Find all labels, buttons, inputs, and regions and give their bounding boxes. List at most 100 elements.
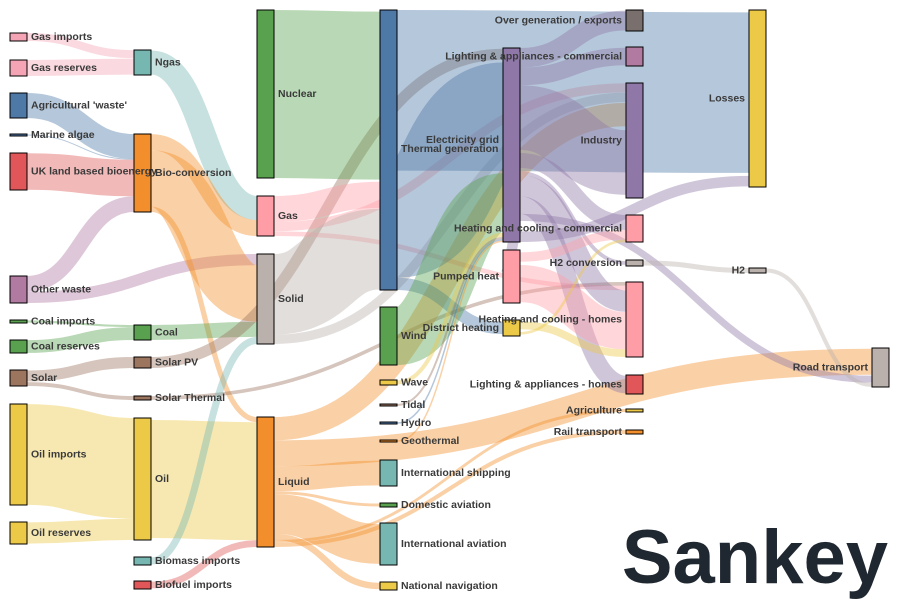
link-district_heating-heat_homes: [519, 321, 627, 358]
link-elec_grid-industry: [517, 85, 629, 195]
label-intl_aviation: International aviation: [401, 538, 507, 550]
link-liquid-rail: [273, 430, 627, 547]
link-liquid-intl_shipping: [273, 460, 381, 492]
label-losses: Losses: [709, 92, 745, 104]
link-uk_bio-bio_conv: [26, 153, 135, 197]
node-bio_conv: [133, 133, 152, 213]
label-biomass_imports: Biomass imports: [155, 555, 240, 567]
label-lighting_homes: Lighting & appliances - homes: [470, 378, 622, 390]
node-gas_imports: [9, 32, 28, 42]
link-gas-thermal_gen: [273, 181, 381, 223]
link-gas_reserves-ngas: [26, 58, 135, 76]
link-elec_grid-h2_conv: [519, 171, 627, 265]
node-liquid: [256, 416, 275, 548]
node-pumped_heat: [502, 249, 521, 304]
label-tidal: Tidal: [401, 399, 425, 411]
node-oil: [133, 417, 152, 541]
label-heat_homes: Heating and cooling - homes: [478, 313, 622, 325]
node-heat_comm: [625, 214, 644, 243]
label-agri_waste: Agricultural 'waste': [31, 99, 127, 111]
link-thermal_gen-elec_grid: [382, 62, 518, 278]
label-nuclear: Nuclear: [278, 88, 317, 100]
link-elec_grid-losses: [519, 175, 750, 243]
node-tidal: [379, 403, 398, 407]
label-hydro: Hydro: [401, 417, 431, 429]
link-pumped_heat-heat_comm: [519, 230, 627, 262]
node-industry: [625, 82, 644, 199]
label-oil: Oil: [155, 473, 169, 485]
link-other_waste-solid: [26, 254, 258, 303]
label-coal_reserves: Coal reserves: [31, 340, 100, 352]
node-losses: [748, 9, 767, 188]
node-wave: [379, 379, 398, 386]
link-coal-solid: [150, 321, 258, 340]
label-coal: Coal: [155, 326, 178, 338]
link-elec_grid-heat_homes: [518, 174, 628, 312]
link-coal_reserves-coal: [26, 327, 135, 353]
label-biofuel_imports: Biofuel imports: [155, 579, 232, 591]
link-other_waste-bio_conv: [26, 196, 135, 292]
link-solid-industry: [273, 92, 627, 345]
label-road: Road transport: [793, 361, 869, 373]
node-biomass_imports: [133, 556, 152, 566]
label-oil_imports: Oil imports: [31, 448, 87, 460]
link-coal_imports-coal: [26, 320, 135, 328]
label-gas: Gas: [278, 210, 298, 222]
label-geothermal: Geothermal: [401, 435, 459, 447]
link-tidal-elec_grid: [396, 236, 504, 406]
link-oil_reserves-oil: [26, 518, 135, 544]
label-wind: Wind: [401, 330, 427, 342]
node-over_gen: [625, 9, 644, 32]
node-biofuel_imports: [133, 580, 152, 590]
link-oil_imports-oil: [25, 404, 136, 519]
link-gas-heat_homes: [273, 231, 627, 291]
node-marine_algae: [9, 133, 28, 137]
node-gas: [256, 195, 275, 237]
node-h2_conv: [625, 259, 644, 267]
node-intl_aviation: [379, 522, 398, 566]
label-solar_pv: Solar PV: [155, 356, 198, 368]
node-coal_imports: [9, 319, 28, 324]
node-coal_reserves: [9, 339, 28, 354]
node-district_heating: [502, 319, 521, 337]
node-nuclear: [256, 9, 275, 179]
link-elec_grid-lighting_comm: [519, 47, 627, 86]
label-elec_grid: Electricity grid: [426, 134, 499, 146]
link-elec_grid-over_gen: [519, 10, 627, 68]
node-uk_bio: [9, 152, 28, 191]
link-solar-solar_thermal: [26, 382, 135, 400]
node-coal: [133, 324, 152, 341]
link-solid-thermal_gen: [271, 208, 383, 335]
label-rail: Rail transport: [554, 426, 623, 438]
label-solar_thermal: Solar Thermal: [155, 392, 225, 404]
link-bio_conv-gas: [150, 134, 258, 237]
node-road: [871, 347, 890, 388]
link-bio_conv-liquid: [150, 206, 258, 423]
chart-title: Sankey: [621, 515, 888, 600]
label-coal_imports: Coal imports: [31, 315, 95, 327]
node-agri_waste: [9, 92, 28, 119]
link-liquid-dom_aviation: [273, 491, 381, 507]
link-district_heating-heat_comm: [519, 239, 627, 335]
node-ngas: [133, 49, 152, 76]
label-uk_bio: UK land based bioenergy: [31, 165, 157, 177]
label-oil_reserves: Oil reserves: [31, 527, 91, 539]
link-elec_grid-heat_comm: [519, 152, 627, 231]
label-district_heating: District heating: [423, 322, 499, 334]
link-biofuel_imports-liquid: [150, 540, 258, 589]
label-thermal_gen: Thermal generation: [401, 143, 498, 155]
node-lighting_comm: [625, 46, 644, 67]
node-thermal_gen: [379, 9, 398, 291]
link-liquid-road: [273, 348, 873, 467]
node-geothermal: [379, 439, 398, 443]
label-h2_conv: H2 conversion: [550, 257, 622, 269]
label-lighting_comm: Lighting & appliances - commercial: [445, 50, 622, 62]
link-hydro-elec_grid: [396, 239, 504, 424]
label-gas_imports: Gas imports: [31, 31, 92, 43]
node-solar_pv: [133, 356, 152, 369]
link-thermal_gen-losses: [396, 10, 750, 173]
node-dom_aviation: [379, 502, 398, 508]
label-nat_navigation: National navigation: [401, 580, 498, 592]
label-gas_reserves: Gas reserves: [31, 62, 97, 74]
link-liquid-nat_navigation: [273, 533, 381, 590]
